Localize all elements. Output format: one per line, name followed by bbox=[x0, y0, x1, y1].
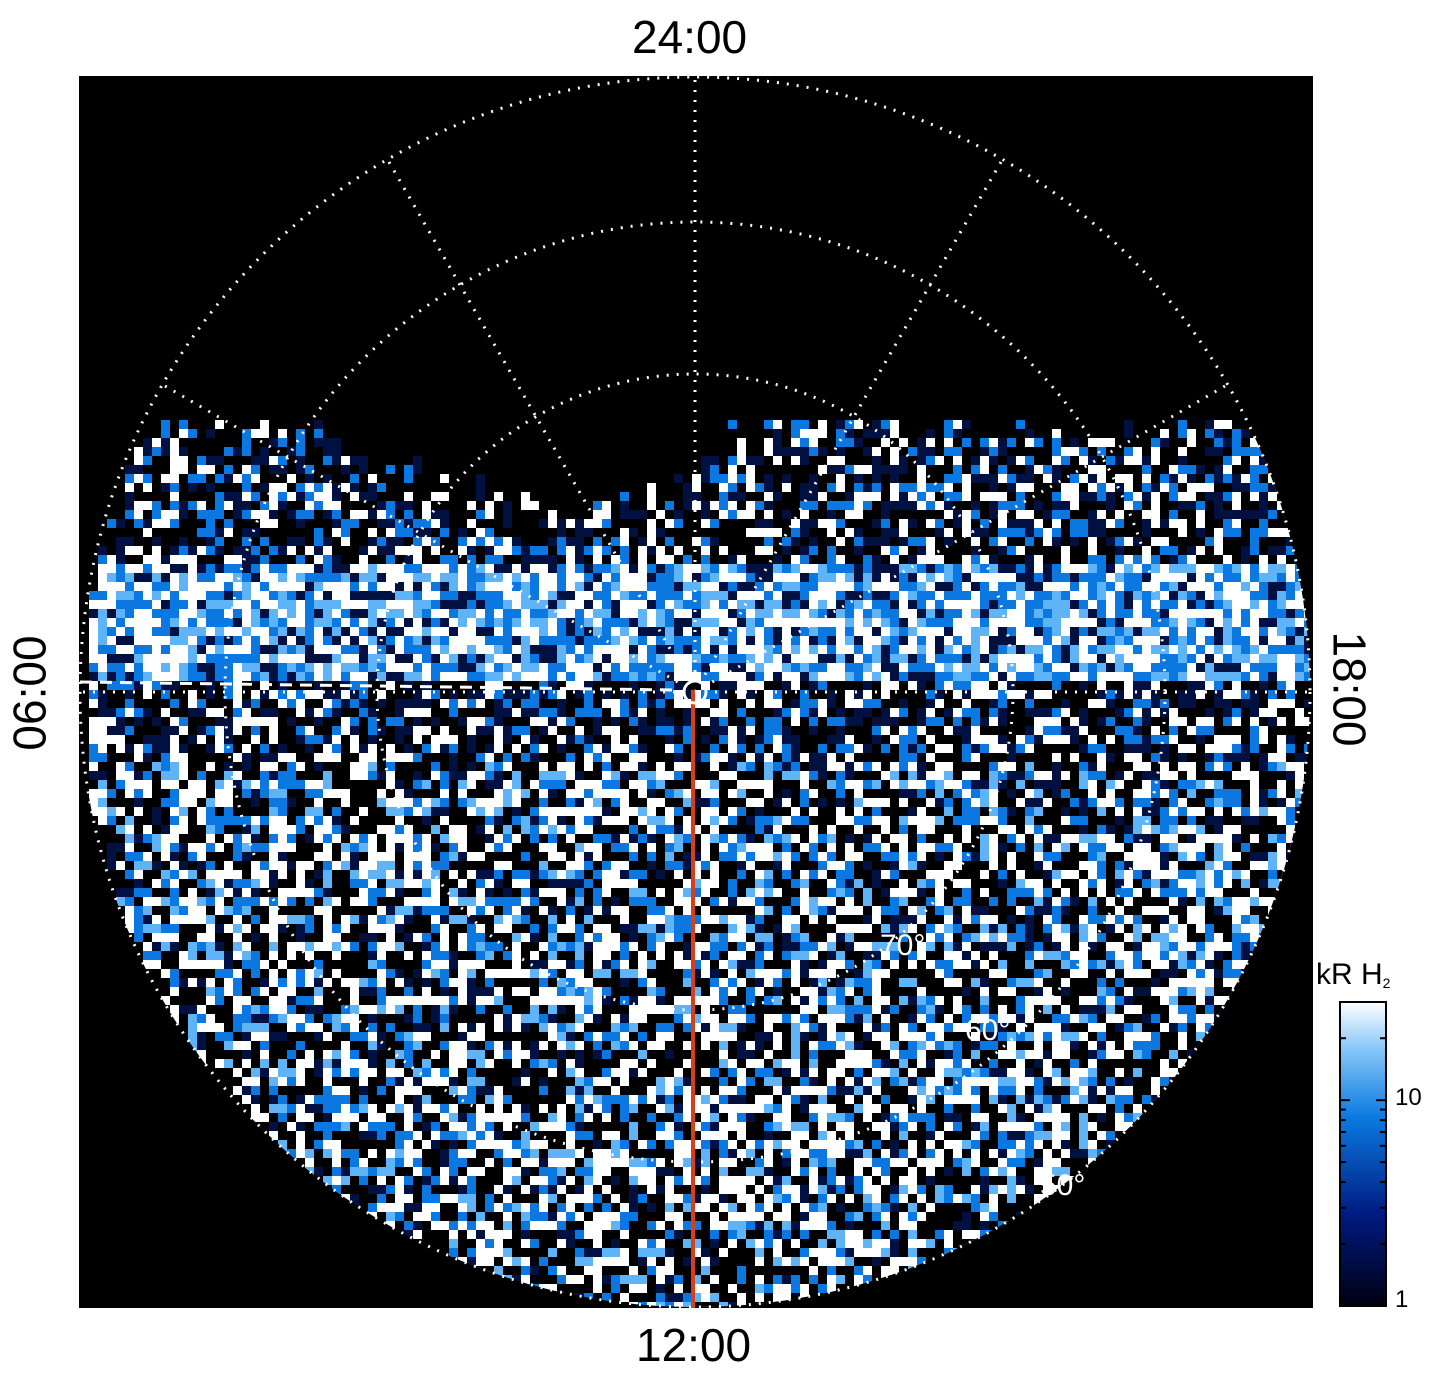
lat-label-60: 60° bbox=[965, 1014, 1010, 1047]
lat-label-50: 50° bbox=[1040, 1169, 1085, 1202]
pole-marker bbox=[682, 679, 708, 705]
colorbar bbox=[1339, 1001, 1387, 1307]
auroral-emission-map bbox=[89, 420, 1310, 1307]
time-label-dusk: 18:00 bbox=[1323, 631, 1376, 747]
colorbar-ticks bbox=[1340, 1001, 1386, 1307]
colorbar-title: kR H2 bbox=[1316, 958, 1391, 991]
lat-label-70: 70° bbox=[880, 929, 925, 962]
time-label-dawn: 06:00 bbox=[3, 635, 56, 751]
time-label-midnight: 24:00 bbox=[632, 11, 748, 63]
colorbar-tick-10: 10 bbox=[1395, 1084, 1422, 1111]
time-label-noon: 12:00 bbox=[636, 1319, 752, 1371]
lat-lon-grid bbox=[79, 76, 1312, 1308]
colorbar-tick-1: 1 bbox=[1395, 1286, 1409, 1313]
